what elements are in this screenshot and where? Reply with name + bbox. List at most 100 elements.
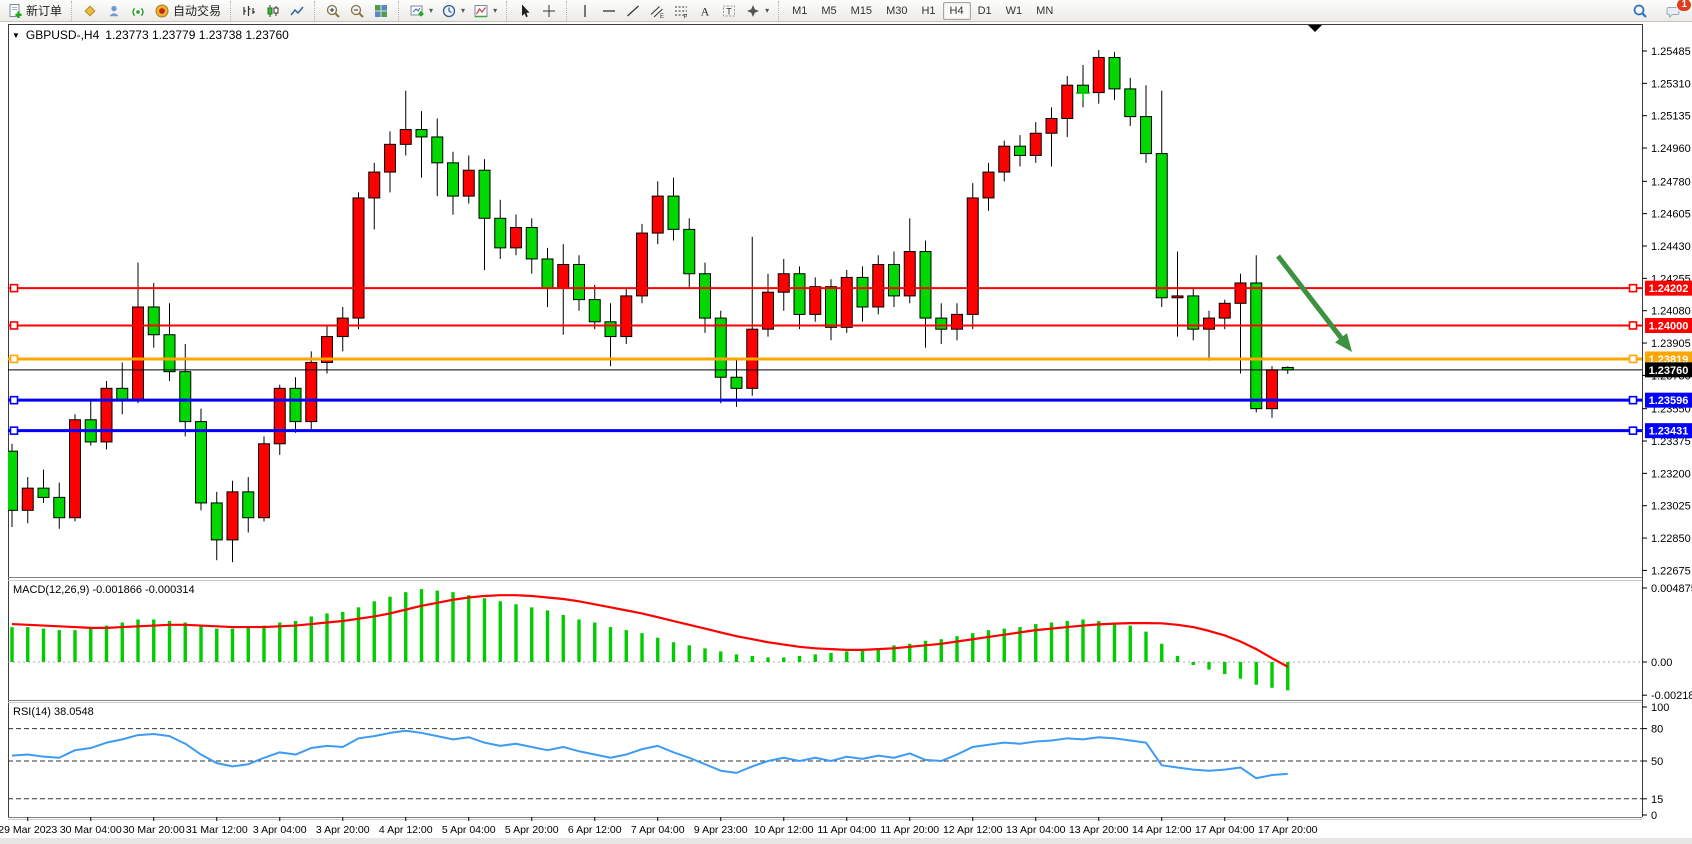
timeframe-button-mn[interactable]: MN xyxy=(1036,4,1054,17)
chart-shift-marker[interactable] xyxy=(1308,25,1322,32)
candle-body xyxy=(919,251,932,319)
symbol-list-icon[interactable]: ▼ xyxy=(12,30,20,40)
candle-body xyxy=(179,371,192,423)
timeframe-button-m1[interactable]: M1 xyxy=(792,4,808,17)
macd-histogram-bar xyxy=(246,627,250,662)
level-line-handle[interactable] xyxy=(1628,283,1638,293)
macd-histogram-bar xyxy=(1207,662,1211,670)
candle-body xyxy=(273,387,286,445)
linechart-icon xyxy=(289,3,305,19)
timeframe-button-m5[interactable]: M5 xyxy=(821,4,837,17)
macd-histogram-bar xyxy=(687,645,691,662)
candle-body xyxy=(336,317,349,338)
time-tick-label: 17 Apr 20:00 xyxy=(1258,824,1318,836)
timeframe-button-m15[interactable]: M15 xyxy=(850,4,873,17)
timeframe-button-d1[interactable]: D1 xyxy=(977,4,992,17)
timeframe-button-h1[interactable]: H1 xyxy=(921,4,936,17)
level-line-handle[interactable] xyxy=(9,426,19,435)
trendline-button[interactable] xyxy=(621,1,645,21)
horizontal-line-button[interactable] xyxy=(597,1,621,21)
level-line-handle[interactable] xyxy=(1628,321,1638,330)
candle-body xyxy=(840,276,853,328)
line-chart-button[interactable] xyxy=(285,1,309,21)
macd-histogram-bar xyxy=(1191,662,1195,666)
chart-plus-icon xyxy=(409,3,425,19)
candle-body xyxy=(305,361,318,423)
macd-histogram-bar xyxy=(1286,662,1290,691)
time-tick-label: 10 Apr 12:00 xyxy=(754,824,814,836)
candle-body xyxy=(935,317,948,330)
rsi-tick-label: 50 xyxy=(1651,756,1663,768)
candle-body xyxy=(462,169,475,197)
crosshair-button[interactable] xyxy=(537,1,561,21)
cursor-button[interactable] xyxy=(513,1,537,21)
candle-body xyxy=(384,143,396,173)
chart-area: 1.25485 1.25310 1.25135 1.24960 1.24780 1.246… xyxy=(0,22,1692,844)
time-tick-label: 13 Apr 20:00 xyxy=(1069,824,1129,836)
trend-arrow-head[interactable] xyxy=(1335,333,1352,352)
macd-tick-label: 0.00 xyxy=(1651,657,1672,669)
timeframes-menu-button[interactable]: ▾ xyxy=(437,1,469,21)
text-button[interactable]: A xyxy=(693,1,717,21)
vertical-line-button[interactable] xyxy=(573,1,597,21)
level-line-handle[interactable] xyxy=(9,354,19,364)
chat-button[interactable]: 1 xyxy=(1662,0,1692,21)
macd-pane xyxy=(10,589,1290,691)
signals-icon-button[interactable] xyxy=(126,1,150,21)
time-tick-label: 6 Apr 12:00 xyxy=(568,824,622,836)
macd-histogram-bar xyxy=(120,622,124,662)
autotrading-button[interactable]: 自动交易 xyxy=(150,0,225,21)
chart-frame xyxy=(8,24,1643,817)
level-line-handle[interactable] xyxy=(1628,426,1638,435)
level-line-handle[interactable] xyxy=(1628,354,1638,364)
candle-body xyxy=(431,136,444,164)
market-icon-button[interactable] xyxy=(78,1,102,21)
timeframe-button-w1[interactable]: W1 xyxy=(1005,4,1023,17)
toolbar-group: ▾ ▾ ▾ xyxy=(398,0,504,21)
candle-body xyxy=(620,295,633,338)
level-line-handle[interactable] xyxy=(9,321,19,330)
candle-body xyxy=(289,387,302,423)
timeframe-button-m30[interactable]: M30 xyxy=(886,4,908,17)
level-line-handle[interactable] xyxy=(1628,395,1638,405)
candle-body xyxy=(762,291,774,330)
zoom-out-button[interactable] xyxy=(345,1,369,21)
bar-chart-button[interactable] xyxy=(237,1,261,21)
candle-chart-button[interactable] xyxy=(261,1,285,21)
macd-histogram-bar xyxy=(1002,628,1006,662)
search-button[interactable] xyxy=(1628,1,1652,21)
level-line-handle[interactable] xyxy=(9,283,19,293)
text-label-button[interactable]: T xyxy=(717,1,741,21)
toolbar-right: 1 xyxy=(1628,0,1692,22)
equidistant-channel-button[interactable]: E xyxy=(645,1,669,21)
tile-windows-button[interactable] xyxy=(369,1,393,21)
macd-histogram-bar xyxy=(750,655,754,662)
templates-button[interactable]: ▾ xyxy=(469,1,501,21)
clock-icon xyxy=(441,3,457,19)
macd-histogram-bar xyxy=(262,625,266,662)
macd-histogram-bar xyxy=(892,645,896,662)
candle-body xyxy=(998,145,1011,173)
rsi-indicator-label: RSI(14) 38.0548 xyxy=(13,706,94,718)
autotrade-icon xyxy=(154,3,170,19)
level-line-handle[interactable] xyxy=(9,395,19,405)
timeframe-button-h4[interactable]: H4 xyxy=(942,1,971,20)
zoom-in-button[interactable] xyxy=(321,1,345,21)
hline-icon xyxy=(601,3,617,19)
macd-histogram-bar xyxy=(152,619,156,662)
chart-canvas: 1.25485 1.25310 1.25135 1.24960 1.24780 1.246… xyxy=(0,22,1692,844)
candle-body xyxy=(447,162,459,197)
community-icon-button[interactable] xyxy=(102,1,126,21)
svg-text:A: A xyxy=(701,4,710,18)
time-tick-label: 30 Mar 20:00 xyxy=(123,824,185,836)
new-chart-button[interactable]: ▾ xyxy=(405,1,437,21)
new-order-button[interactable]: 新订单 xyxy=(3,0,66,21)
fibonacci-button[interactable]: F xyxy=(669,1,693,21)
doc-plus-icon xyxy=(7,3,23,19)
macd-histogram-bar xyxy=(734,654,739,662)
trend-arrow-line[interactable] xyxy=(1276,254,1348,346)
candle-body xyxy=(1234,282,1247,304)
svg-text:1.23596: 1.23596 xyxy=(1649,395,1689,407)
arrows-button[interactable]: ▾ xyxy=(741,1,773,21)
search-icon xyxy=(1632,3,1648,19)
